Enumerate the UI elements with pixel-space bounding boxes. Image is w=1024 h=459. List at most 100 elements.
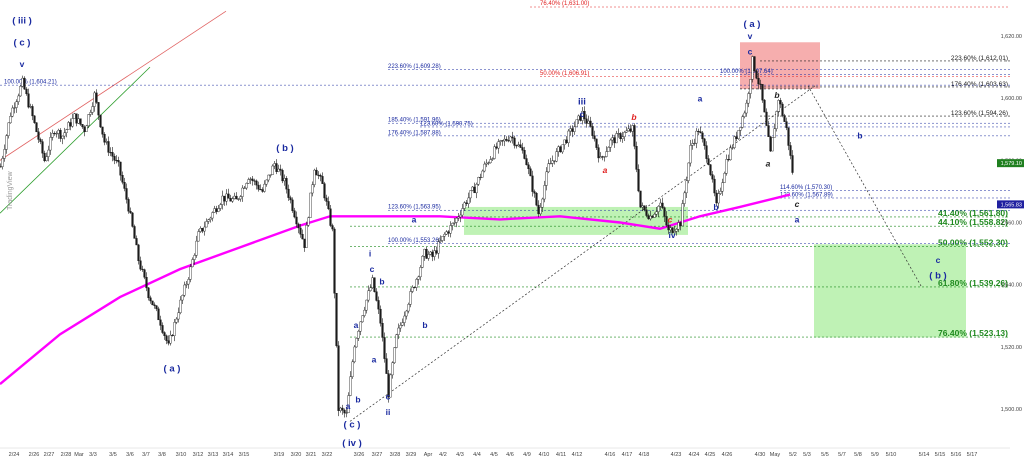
fib-label-right: 61.80% (1,539.26) [938,278,1008,288]
candle-body [275,163,278,172]
candle-body [49,137,52,151]
candle-body [615,133,618,144]
fib-label-right: 123.60% (1,594.26) [951,110,1008,117]
candle-body [591,126,594,136]
candle-body [381,323,384,338]
candle-body [513,137,516,146]
fib-label: 223.60% (1,609.28) [388,64,441,70]
candle-body [259,189,262,191]
candle-body [121,175,124,183]
candle-body [163,332,166,337]
candle-body [219,204,222,209]
candle-body [701,132,704,140]
wave-label: b [713,202,718,212]
candle-body [365,299,368,311]
candle-body [759,83,762,85]
candle-body [553,160,556,162]
candle-body [29,106,32,108]
candle-body [695,130,698,144]
candle-body [575,119,578,128]
candle-body [697,130,700,132]
x-tick-label: 5/15 [935,452,946,458]
candle-body [53,132,56,134]
candle-body [191,259,194,268]
candle-body [231,198,234,202]
candle-body [97,102,100,116]
x-tick-label: 4/25 [705,452,716,458]
candle-body [449,225,452,234]
candle-body [557,146,560,152]
candle-body [101,126,104,135]
x-tick-label: 3/13 [208,452,219,458]
x-tick-label: 4/18 [639,452,650,458]
candle-body [687,162,690,181]
x-tick-label: 2/27 [44,452,55,458]
wave-labels-layer: ( iii )( c )v( a )( b )( c )( iv )aabaic… [12,16,946,450]
x-tick-label: 4/4 [473,452,481,458]
fib-label: 50.00% (1,606.91) [540,71,589,77]
candle-body [137,244,140,262]
candle-body [487,162,490,164]
candle-body [601,156,604,158]
wave-label: a [346,401,351,411]
candle-body [305,225,308,248]
candle-body [23,77,26,90]
candle-body [233,195,236,199]
candle-body [185,283,188,286]
candle-body [473,186,476,194]
candle-body [711,174,714,180]
x-tick-label: 2/24 [9,452,20,458]
wave-label: v [748,31,753,41]
candle-body [153,304,156,306]
candle-body [359,321,362,332]
candle-body [399,325,402,329]
candle-body [363,309,366,316]
candle-body [73,113,76,119]
wave-label: a [795,215,800,225]
candle-body [187,279,190,285]
candle-body [253,180,256,182]
x-tick-label: 3/22 [322,452,333,458]
candle-body [617,133,620,135]
x-tick-label: 3/19 [274,452,285,458]
candle-body [341,407,344,411]
candle-body [39,139,42,142]
candle-body [273,163,276,167]
wave-label: ( iv ) [342,438,362,449]
candle-body [717,193,720,204]
candle-body [599,156,602,159]
candle-body [171,334,174,336]
candle-body [271,165,274,176]
candle-body [189,266,192,280]
candle-body [109,152,112,154]
candle-body [713,178,716,194]
candle-body [581,111,584,121]
x-tick-label: 2/26 [29,452,40,458]
candle-body [679,222,682,227]
candle-body [509,136,512,142]
candle-body [257,184,260,190]
candle-body [307,217,310,226]
candle-body [339,407,342,411]
x-tick-label: 3/12 [193,452,204,458]
x-tick-label: 3/29 [406,452,417,458]
candle-body [789,145,792,156]
candle-body [587,120,590,124]
candle-body [265,179,268,185]
x-tick-label: 4/23 [671,452,682,458]
candle-body [389,374,392,398]
wave-label: ( a ) [744,19,761,30]
candle-body [571,128,574,132]
zone-green-target [814,244,966,338]
candle-body [237,198,240,200]
candle-body [89,112,92,115]
candle-body [281,170,284,182]
candle-body [707,158,710,165]
candle-body [437,241,440,254]
candle-body [497,141,500,149]
candle-body [561,144,564,153]
candle-body [725,159,728,174]
candle-body [643,205,646,211]
x-tick-label: Apr [424,452,433,458]
candle-body [37,131,40,140]
